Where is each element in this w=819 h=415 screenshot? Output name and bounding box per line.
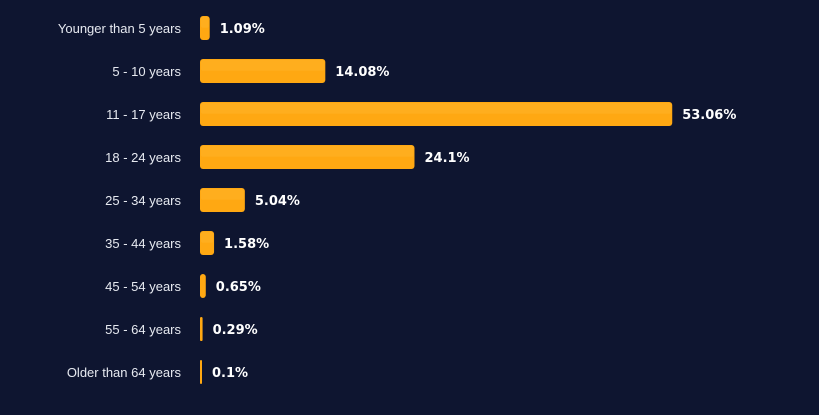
category-label: 45 - 54 years <box>105 279 181 294</box>
bar[interactable] <box>200 274 206 298</box>
bar-highlight <box>201 232 214 243</box>
bar[interactable] <box>200 231 215 255</box>
bar[interactable] <box>200 102 673 126</box>
bar[interactable] <box>200 145 415 169</box>
bar-highlight <box>201 189 244 200</box>
bar[interactable] <box>200 16 210 40</box>
bar-highlight <box>201 17 209 28</box>
bar[interactable] <box>200 360 202 384</box>
value-label: 1.58% <box>224 237 269 252</box>
bar-highlight <box>201 103 672 114</box>
value-label: 0.29% <box>213 323 258 338</box>
category-label: Older than 64 years <box>67 365 182 380</box>
bar-highlight <box>201 60 325 71</box>
category-label: 35 - 44 years <box>105 236 181 251</box>
bar[interactable] <box>200 59 326 83</box>
value-label: 1.09% <box>220 22 265 37</box>
value-label: 14.08% <box>335 65 389 80</box>
bar[interactable] <box>200 317 203 341</box>
bars <box>200 16 673 384</box>
category-label: 25 - 34 years <box>105 193 181 208</box>
value-label: 24.1% <box>424 151 469 166</box>
value-label: 5.04% <box>255 194 300 209</box>
category-labels: Younger than 5 years 5 - 10 years 11 - 17 … <box>58 21 182 380</box>
value-labels: 1.09% 14.08% 53.06% 24.1% 5.04% 1.58% 0.65% 0.2… <box>212 22 736 381</box>
category-label: 5 - 10 years <box>112 64 181 79</box>
bar[interactable] <box>200 188 245 212</box>
category-label: 55 - 64 years <box>105 322 181 337</box>
category-label: 11 - 17 years <box>106 107 181 122</box>
value-label: 53.06% <box>682 108 736 123</box>
category-label: 18 - 24 years <box>105 150 181 165</box>
category-label: Younger than 5 years <box>58 21 182 36</box>
bar-highlight <box>201 146 414 157</box>
value-label: 0.1% <box>212 366 248 381</box>
value-label: 0.65% <box>216 280 261 295</box>
